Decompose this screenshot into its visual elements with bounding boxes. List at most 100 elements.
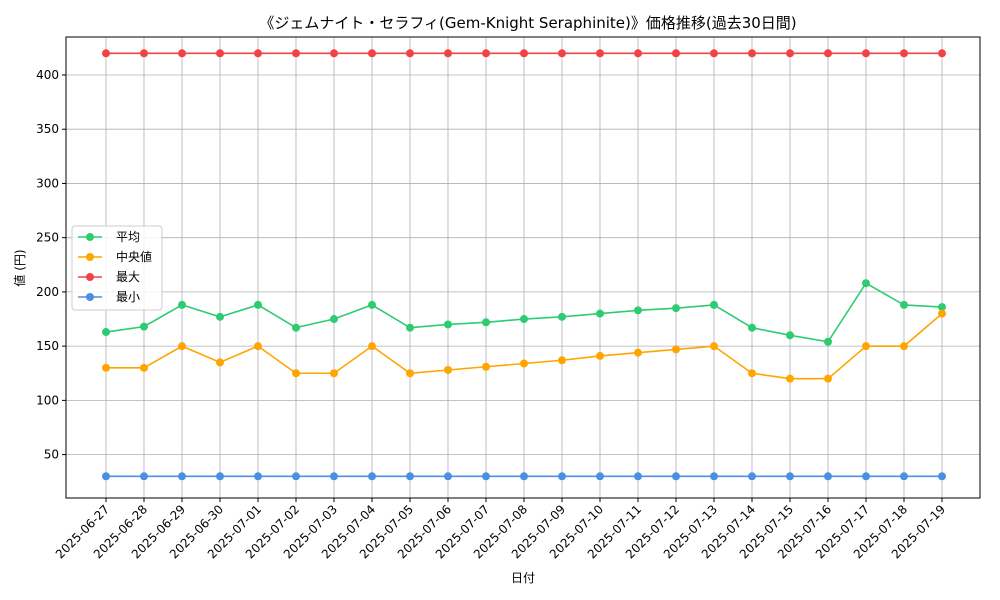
data-point xyxy=(140,322,148,331)
data-point xyxy=(482,318,490,327)
legend-label: 平均 xyxy=(116,230,140,244)
legend-label: 最小 xyxy=(116,290,140,304)
data-point xyxy=(520,49,528,58)
data-point xyxy=(900,472,908,481)
data-point xyxy=(444,472,452,481)
data-point xyxy=(824,49,832,58)
data-point xyxy=(786,49,794,58)
data-point xyxy=(520,472,528,481)
legend-swatch-marker xyxy=(86,233,94,241)
grid xyxy=(66,37,980,498)
data-point xyxy=(748,49,756,58)
data-point xyxy=(254,49,262,58)
data-point xyxy=(140,472,148,481)
data-point xyxy=(862,342,870,351)
data-point xyxy=(786,472,794,481)
y-tick-label: 300 xyxy=(36,176,59,190)
y-tick-label: 100 xyxy=(36,393,59,407)
data-point xyxy=(368,342,376,351)
y-tick-label: 150 xyxy=(36,339,59,353)
data-point xyxy=(254,342,262,351)
data-point xyxy=(292,369,300,378)
data-point xyxy=(900,342,908,351)
data-point xyxy=(482,472,490,481)
data-point xyxy=(406,472,414,481)
data-point xyxy=(862,49,870,58)
data-point xyxy=(672,472,680,481)
data-point xyxy=(444,49,452,58)
y-tick-label: 250 xyxy=(36,231,59,245)
data-point xyxy=(900,300,908,309)
data-point xyxy=(634,472,642,481)
y-axis-title: 値 (円) xyxy=(12,249,27,286)
data-point xyxy=(748,323,756,332)
y-axis: 50 100 150 200 250 300 350 400 xyxy=(36,68,66,462)
data-point xyxy=(254,300,262,309)
data-point xyxy=(786,374,794,383)
data-point xyxy=(102,328,110,337)
data-point xyxy=(444,320,452,329)
data-point xyxy=(710,472,718,481)
data-point xyxy=(216,312,224,321)
data-point xyxy=(368,49,376,58)
data-point xyxy=(558,356,566,365)
y-tick-label: 200 xyxy=(36,285,59,299)
data-point xyxy=(102,49,110,58)
data-point xyxy=(824,374,832,383)
data-point xyxy=(634,348,642,357)
data-point xyxy=(938,303,946,312)
legend-swatch-marker xyxy=(86,273,94,281)
data-point xyxy=(748,472,756,481)
y-tick-label: 50 xyxy=(44,448,59,462)
data-point xyxy=(482,49,490,58)
data-point xyxy=(710,342,718,351)
data-point xyxy=(406,49,414,58)
data-point xyxy=(216,49,224,58)
data-point xyxy=(558,49,566,58)
data-point xyxy=(482,362,490,371)
data-point xyxy=(786,331,794,340)
chart-title: 《ジェムナイト・セラフィ(Gem-Knight Seraphinite)》価格推… xyxy=(259,14,796,32)
data-point xyxy=(102,472,110,481)
legend-swatch-marker xyxy=(86,253,94,261)
data-point xyxy=(672,345,680,354)
data-point xyxy=(140,363,148,372)
legend-label: 中央値 xyxy=(116,249,152,264)
data-point xyxy=(330,472,338,481)
data-point xyxy=(444,366,452,375)
data-point xyxy=(672,49,680,58)
data-point xyxy=(178,49,186,58)
legend-swatch-marker xyxy=(86,293,94,301)
data-point xyxy=(520,359,528,368)
data-point xyxy=(824,337,832,346)
data-point xyxy=(292,323,300,332)
data-point xyxy=(140,49,148,58)
data-point xyxy=(596,49,604,58)
data-point xyxy=(178,300,186,309)
data-point xyxy=(292,472,300,481)
data-point xyxy=(368,300,376,309)
data-point xyxy=(254,472,262,481)
legend-box xyxy=(71,225,163,311)
data-point xyxy=(862,279,870,288)
data-point xyxy=(330,49,338,58)
data-point xyxy=(596,472,604,481)
data-point xyxy=(596,351,604,360)
data-point xyxy=(178,472,186,481)
data-point xyxy=(862,472,870,481)
data-point xyxy=(520,315,528,324)
data-point xyxy=(900,49,908,58)
data-point xyxy=(368,472,376,481)
data-point xyxy=(824,472,832,481)
data-point xyxy=(558,312,566,321)
y-tick-label: 400 xyxy=(36,68,59,82)
data-point xyxy=(710,300,718,309)
data-point xyxy=(938,472,946,481)
data-point xyxy=(216,358,224,367)
legend-label: 最大 xyxy=(116,270,140,284)
data-point xyxy=(558,472,566,481)
data-point xyxy=(216,472,224,481)
data-point xyxy=(938,49,946,58)
